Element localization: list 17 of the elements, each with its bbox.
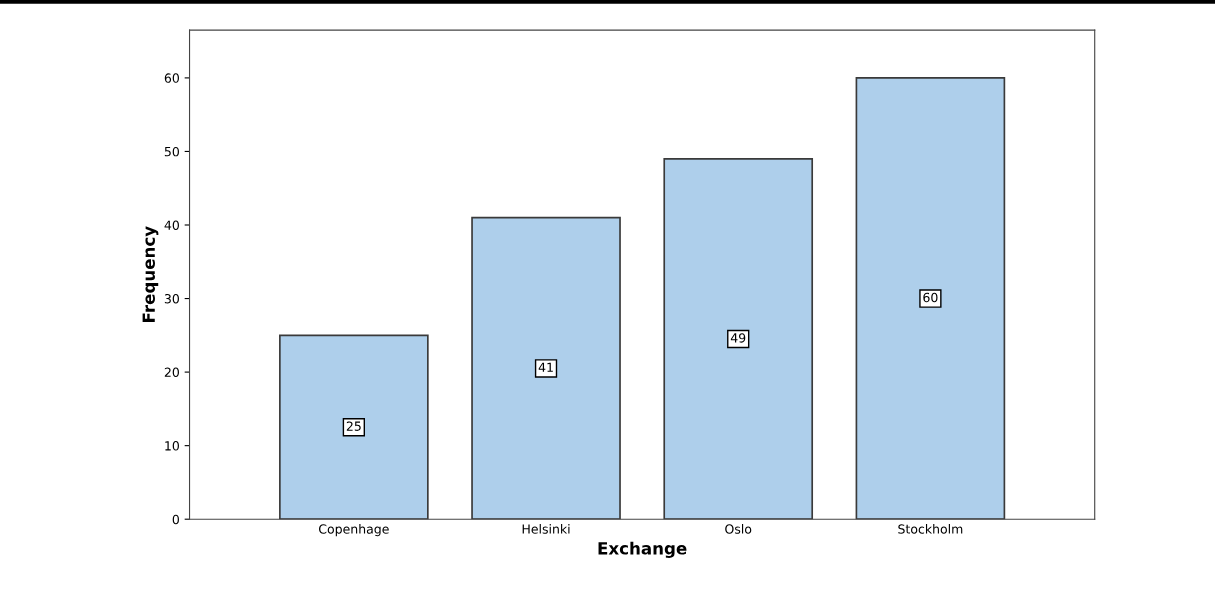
x-axis-title: Exchange — [598, 541, 687, 558]
y-tick-label: 30 — [164, 294, 179, 304]
data-label: 60 — [923, 292, 938, 303]
y-tick-label: 10 — [165, 441, 179, 451]
x-tick-label: Helsinki — [522, 524, 570, 534]
y-tick-label: 40 — [164, 220, 179, 230]
x-tick-label: Oslo — [725, 524, 752, 534]
x-tick-label: Stockholm — [898, 524, 963, 534]
data-label: 25 — [346, 421, 361, 431]
y-tick-label: 60 — [164, 73, 179, 83]
x-tick-label: Copenhage — [318, 524, 389, 537]
y-axis-title: Frequency — [142, 226, 159, 322]
data-label: 41 — [538, 362, 553, 372]
data-label: 49 — [730, 333, 746, 343]
y-tick-label: 50 — [164, 146, 179, 157]
y-tick-label: 20 — [164, 367, 179, 378]
y-tick-label: 0 — [172, 514, 179, 525]
